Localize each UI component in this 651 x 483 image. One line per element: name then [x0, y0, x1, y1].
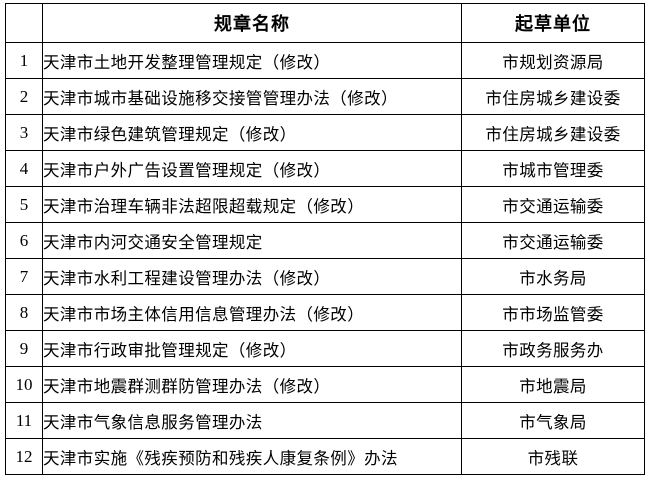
row-index: 2 [5, 78, 43, 115]
row-index: 8 [5, 294, 43, 331]
regulation-name: 天津市户外广告设置管理规定（修改） [42, 150, 462, 187]
table-row: 8 天津市市场主体信用信息管理办法（修改） 市市场监管委 [5, 294, 645, 331]
regulation-name: 天津市气象信息服务管理办法 [42, 402, 462, 439]
row-index: 10 [5, 366, 43, 403]
table-row: 5 天津市治理车辆非法超限超载规定（修改） 市交通运输委 [5, 186, 645, 223]
row-index: 6 [5, 222, 43, 259]
regulations-table: 规章名称 起草单位 1 天津市土地开发整理管理规定（修改） 市规划资源局 2 天津市城市… [5, 3, 645, 475]
row-index: 12 [5, 438, 43, 475]
drafting-unit: 市城市管理委 [461, 150, 645, 187]
row-index: 7 [5, 258, 43, 295]
table-header: 规章名称 起草单位 [5, 3, 645, 43]
drafting-unit: 市水务局 [461, 258, 645, 295]
table-row: 9 天津市行政审批管理规定（修改） 市政务服务办 [5, 330, 645, 367]
header-row: 规章名称 起草单位 [5, 3, 645, 43]
row-index: 11 [5, 402, 43, 439]
drafting-unit: 市住房城乡建设委 [461, 78, 645, 115]
drafting-unit: 市交通运输委 [461, 186, 645, 223]
regulation-name: 天津市市场主体信用信息管理办法（修改） [42, 294, 462, 331]
table-row: 6 天津市内河交通安全管理规定 市交通运输委 [5, 222, 645, 259]
row-index: 9 [5, 330, 43, 367]
drafting-unit: 市住房城乡建设委 [461, 114, 645, 151]
table-row: 12 天津市实施《残疾预防和残疾人康复条例》办法 市残联 [5, 438, 645, 475]
regulation-name: 天津市内河交通安全管理规定 [42, 222, 462, 259]
regulation-name: 天津市治理车辆非法超限超载规定（修改） [42, 186, 462, 223]
drafting-unit: 市残联 [461, 438, 645, 475]
regulation-name: 天津市土地开发整理管理规定（修改） [42, 42, 462, 79]
table-row: 2 天津市城市基础设施移交接管管理办法（修改） 市住房城乡建设委 [5, 78, 645, 115]
regulation-name: 天津市实施《残疾预防和残疾人康复条例》办法 [42, 438, 462, 475]
table-row: 1 天津市土地开发整理管理规定（修改） 市规划资源局 [5, 42, 645, 79]
column-header-index [5, 3, 43, 43]
table-row: 4 天津市户外广告设置管理规定（修改） 市城市管理委 [5, 150, 645, 187]
drafting-unit: 市规划资源局 [461, 42, 645, 79]
drafting-unit: 市政务服务办 [461, 330, 645, 367]
regulation-name: 天津市水利工程建设管理办法（修改） [42, 258, 462, 295]
row-index: 5 [5, 186, 43, 223]
drafting-unit: 市气象局 [461, 402, 645, 439]
table-row: 11 天津市气象信息服务管理办法 市气象局 [5, 402, 645, 439]
drafting-unit: 市交通运输委 [461, 222, 645, 259]
regulation-name: 天津市城市基础设施移交接管管理办法（修改） [42, 78, 462, 115]
regulation-name: 天津市行政审批管理规定（修改） [42, 330, 462, 367]
table-body: 1 天津市土地开发整理管理规定（修改） 市规划资源局 2 天津市城市基础设施移交接管管理… [5, 42, 645, 475]
row-index: 4 [5, 150, 43, 187]
drafting-unit: 市市场监管委 [461, 294, 645, 331]
regulation-name: 天津市绿色建筑管理规定（修改） [42, 114, 462, 151]
regulation-name: 天津市地震群测群防管理办法（修改） [42, 366, 462, 403]
table-row: 7 天津市水利工程建设管理办法（修改） 市水务局 [5, 258, 645, 295]
column-header-name: 规章名称 [42, 3, 462, 43]
table-row: 10 天津市地震群测群防管理办法（修改） 市地震局 [5, 366, 645, 403]
row-index: 3 [5, 114, 43, 151]
column-header-unit: 起草单位 [461, 3, 645, 43]
row-index: 1 [5, 42, 43, 79]
drafting-unit: 市地震局 [461, 366, 645, 403]
table-row: 3 天津市绿色建筑管理规定（修改） 市住房城乡建设委 [5, 114, 645, 151]
